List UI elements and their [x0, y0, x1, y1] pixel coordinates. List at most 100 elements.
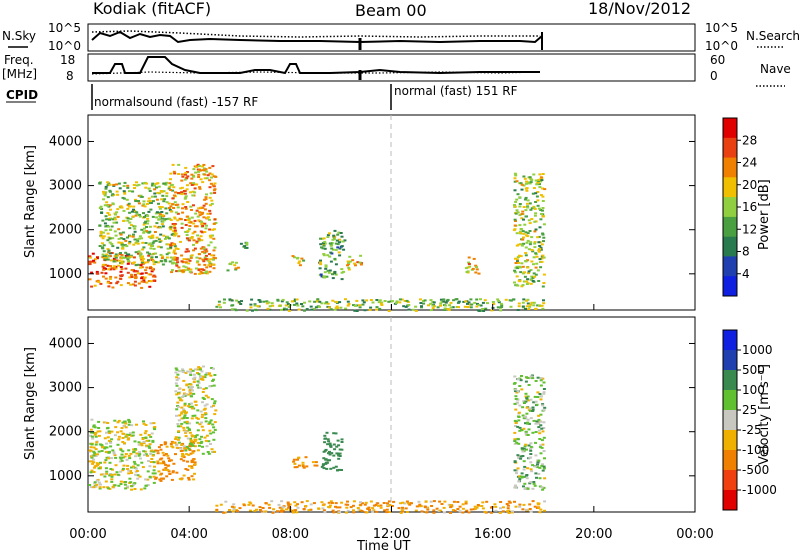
range-gate-cell	[151, 236, 155, 239]
range-gate-cell	[108, 277, 112, 280]
range-gate-cell	[340, 268, 344, 271]
range-gate-cell	[170, 478, 174, 481]
range-gate-cell	[132, 448, 136, 451]
range-gate-cell	[212, 249, 216, 252]
range-gate-cell	[180, 399, 184, 402]
range-gate-cell	[522, 232, 526, 235]
range-gate-cell	[197, 373, 201, 376]
range-gate-cell	[520, 472, 524, 475]
range-gate-cell	[321, 507, 325, 510]
range-gate-cell	[538, 304, 541, 307]
range-gate-cell	[293, 300, 296, 303]
range-gate-cell	[534, 422, 538, 425]
range-gate-cell	[206, 396, 210, 399]
range-gate-cell	[527, 248, 531, 251]
range-gate-cell	[123, 455, 127, 458]
range-gate-cell	[400, 509, 404, 512]
range-gate-cell	[542, 409, 546, 412]
range-gate-cell	[328, 453, 332, 456]
range-gate-cell	[126, 184, 130, 187]
range-gate-cell	[522, 460, 526, 463]
range-gate-cell	[137, 183, 141, 186]
range-gate-cell	[530, 218, 534, 220]
range-gate-cell	[519, 243, 523, 246]
range-gate-cell	[138, 213, 141, 216]
range-gate-cell	[195, 240, 199, 243]
range-gate-cell	[189, 437, 192, 440]
range-gate-cell	[127, 469, 131, 472]
range-gate-cell	[514, 262, 518, 264]
range-gate-cell	[183, 192, 187, 195]
range-gate-cell	[340, 245, 344, 248]
range-gate-cell	[401, 506, 404, 509]
range-gate-cell	[195, 256, 199, 259]
range-gate-cell	[204, 412, 208, 415]
range-gate-cell	[525, 241, 529, 244]
range-gate-cell	[182, 459, 186, 462]
range-gate-cell	[395, 301, 398, 304]
range-gate-cell	[212, 426, 216, 429]
range-gate-cell	[338, 511, 342, 514]
range-gate-cell	[111, 449, 115, 452]
range-gate-cell	[135, 452, 139, 455]
range-gate-cell	[467, 261, 471, 264]
range-gate-cell	[330, 502, 334, 504]
range-gate-cell	[518, 385, 522, 387]
range-gate-cell	[188, 270, 192, 273]
range-gate-cell	[148, 285, 152, 288]
range-gate-cell	[258, 300, 262, 303]
range-gate-cell	[110, 478, 114, 481]
range-gate-cell	[175, 368, 179, 371]
range-gate-cell	[236, 510, 239, 513]
range-gate-cell	[533, 242, 537, 245]
range-gate-cell	[514, 395, 518, 398]
range-gate-cell	[297, 308, 301, 311]
range-gate-cell	[457, 306, 460, 309]
range-gate-cell	[190, 173, 194, 176]
range-gate-cell	[155, 186, 158, 189]
range-gate-cell	[540, 464, 544, 467]
range-gate-cell	[195, 267, 198, 270]
range-gate-cell	[240, 300, 243, 303]
range-gate-cell	[92, 486, 96, 489]
range-gate-cell	[176, 423, 180, 425]
colorbar-swatch	[723, 137, 737, 159]
range-gate-cell	[90, 285, 94, 288]
range-gate-cell	[249, 509, 252, 512]
range-gate-cell	[534, 212, 538, 215]
range-gate-cell	[407, 304, 411, 306]
range-gate-cell	[439, 304, 442, 307]
range-gate-cell	[193, 463, 197, 466]
range-gate-cell	[184, 196, 188, 199]
range-gate-cell	[145, 281, 149, 284]
range-gate-cell	[107, 439, 111, 442]
range-gate-cell	[512, 229, 516, 232]
range-gate-cell	[542, 256, 546, 259]
colorbar-swatch	[723, 177, 737, 198]
range-gate-cell	[132, 208, 135, 211]
range-gate-cell	[452, 299, 456, 302]
range-gate-cell	[520, 476, 524, 479]
range-gate-cell	[94, 448, 98, 451]
range-gate-cell	[539, 424, 543, 427]
range-gate-cell	[513, 189, 517, 192]
range-gate-cell	[527, 444, 531, 447]
range-gate-cell	[513, 500, 516, 503]
range-gate-cell	[157, 211, 161, 214]
range-gate-cell	[222, 511, 226, 514]
range-gate-cell	[514, 220, 517, 222]
range-gate-cell	[168, 260, 172, 263]
range-gate-cell	[457, 300, 461, 303]
range-gate-cell	[301, 461, 305, 464]
range-gate-cell	[518, 196, 522, 199]
range-gate-cell	[90, 460, 94, 463]
range-gate-cell	[145, 266, 149, 269]
range-gate-cell	[187, 217, 191, 220]
range-gate-cell	[190, 459, 194, 462]
range-gate-cell	[129, 481, 133, 484]
range-gate-cell	[533, 207, 537, 210]
range-gate-cell	[155, 236, 159, 239]
x-tick-label: 00:00	[676, 527, 713, 542]
range-gate-cell	[190, 216, 194, 219]
range-gate-cell	[516, 467, 520, 470]
